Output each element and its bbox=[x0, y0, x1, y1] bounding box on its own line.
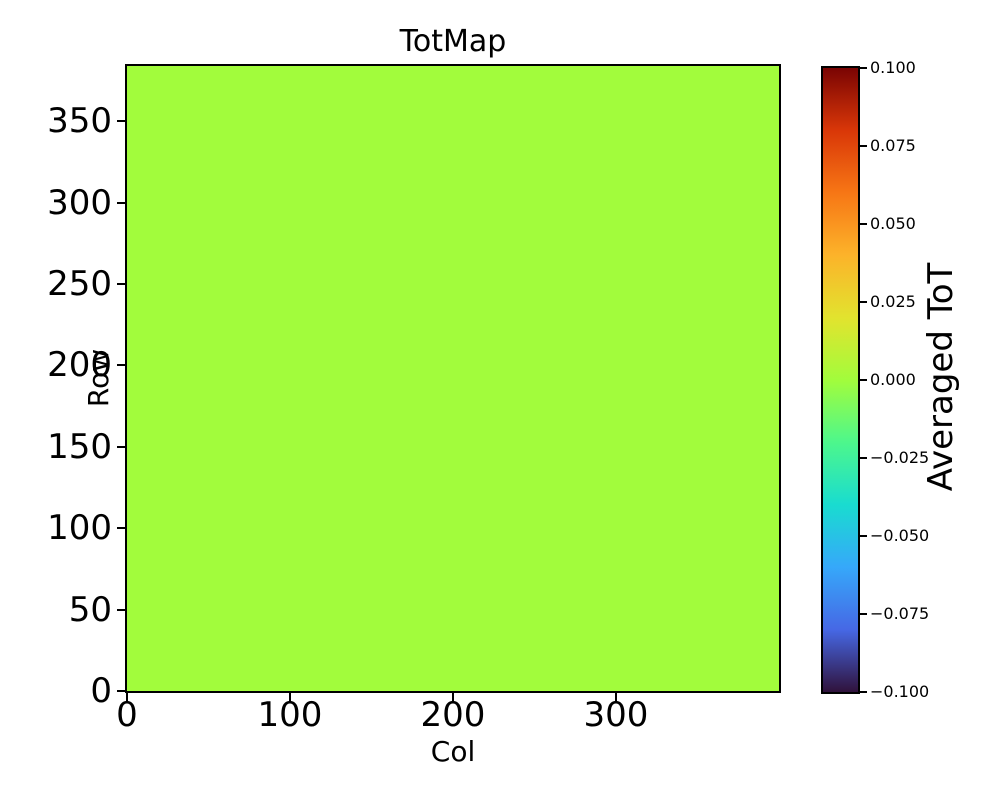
colorbar-tick-mark bbox=[860, 379, 867, 381]
y-tick-mark bbox=[117, 201, 125, 204]
chart-title: TotMap bbox=[399, 24, 507, 59]
x-tick-label: 200 bbox=[420, 695, 486, 735]
colorbar-tick-mark bbox=[860, 457, 867, 459]
y-tick-mark bbox=[117, 283, 125, 286]
colorbar-tick-label: −0.025 bbox=[870, 448, 930, 467]
colorbar-tick-label: −0.075 bbox=[870, 604, 930, 623]
x-axis-label: Col bbox=[430, 735, 476, 768]
y-tick-label: 200 bbox=[47, 345, 112, 386]
y-tick-mark bbox=[117, 120, 125, 123]
x-tick-mark bbox=[126, 693, 128, 701]
colorbar-tick-label: −0.100 bbox=[870, 682, 930, 701]
colorbar-tick-label: 0.075 bbox=[870, 136, 916, 155]
y-tick-label: 100 bbox=[47, 508, 112, 549]
y-tick-label: 350 bbox=[47, 101, 112, 142]
colorbar-tick-label: 0.050 bbox=[870, 214, 916, 233]
heatmap-plot-area bbox=[125, 64, 781, 693]
x-tick-mark bbox=[452, 693, 454, 701]
y-tick-label: 300 bbox=[47, 182, 112, 223]
colorbar-tick-label: 0.100 bbox=[870, 58, 916, 77]
colorbar-tick-mark bbox=[860, 691, 867, 693]
x-tick-label: 300 bbox=[583, 695, 649, 735]
colorbar-tick-mark bbox=[860, 301, 867, 303]
y-tick-mark bbox=[117, 527, 125, 530]
y-tick-mark bbox=[117, 608, 125, 611]
colorbar-tick-mark bbox=[860, 223, 867, 225]
x-tick-mark bbox=[615, 693, 617, 701]
y-tick-mark bbox=[117, 445, 125, 448]
colorbar-tick-mark bbox=[860, 145, 867, 147]
y-tick-label: 150 bbox=[47, 426, 112, 467]
colorbar-tick-label: 0.000 bbox=[870, 370, 916, 389]
colorbar-tick-label: −0.050 bbox=[870, 526, 930, 545]
x-tick-mark bbox=[289, 693, 291, 701]
colorbar-gradient bbox=[821, 66, 860, 694]
colorbar-tick-mark bbox=[860, 613, 867, 615]
x-tick-label: 100 bbox=[257, 695, 323, 735]
x-tick-label: 0 bbox=[116, 695, 138, 735]
colorbar-tick-mark bbox=[860, 535, 867, 537]
colorbar-tick-mark bbox=[860, 67, 867, 69]
y-tick-label: 50 bbox=[68, 589, 112, 630]
colorbar-tick-label: 0.025 bbox=[870, 292, 916, 311]
y-tick-mark bbox=[117, 364, 125, 367]
y-tick-label: 0 bbox=[90, 671, 112, 711]
y-tick-label: 250 bbox=[47, 264, 112, 305]
y-tick-mark bbox=[117, 690, 125, 692]
